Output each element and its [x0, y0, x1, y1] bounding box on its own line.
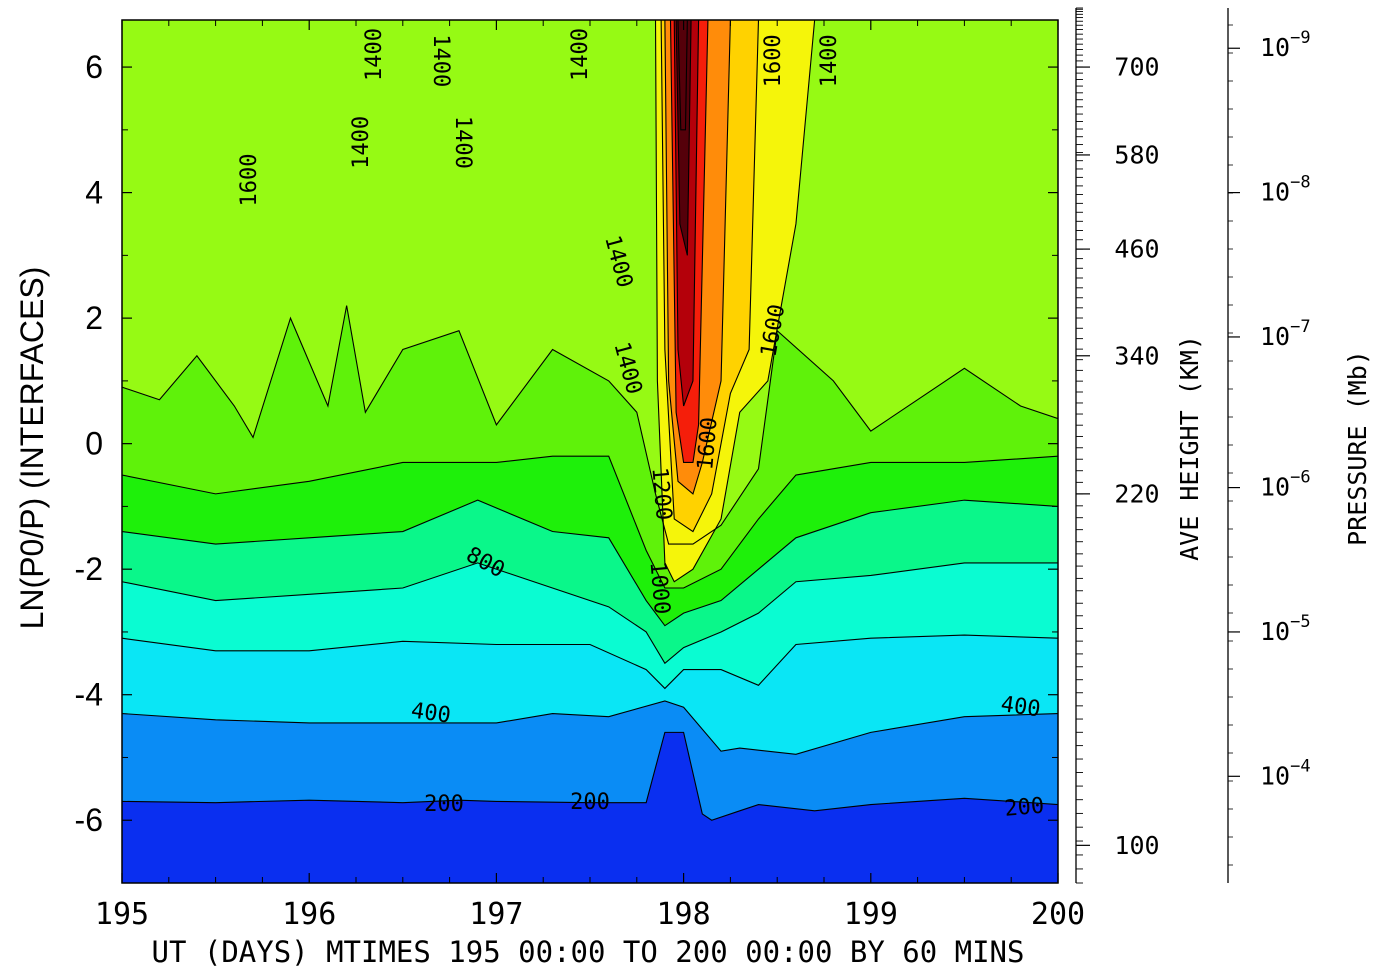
y-tick-label: 0 [85, 426, 103, 462]
contour-line-1000 [122, 499, 1058, 627]
contour-label: 200 [424, 792, 464, 817]
contour-label: 200 [570, 790, 610, 815]
contour-fills [122, 20, 1058, 883]
pressure-axis: 10−9 10−8 10−7 10−6 10−5 10−4 [1227, 8, 1311, 883]
contour-line-800 [122, 562, 1058, 665]
contour-label: 1000 [645, 561, 675, 616]
y-tick-label: -4 [75, 677, 103, 713]
x-tick-label: 196 [282, 897, 336, 932]
pressure-tick-label: 10−9 [1260, 28, 1311, 62]
y-tick-label: 4 [85, 175, 103, 211]
contour-line-1400 [122, 305, 1058, 545]
height-tick-label: 700 [1114, 53, 1159, 82]
contour-label: 400 [409, 698, 452, 728]
contour-label: 1600 [237, 154, 262, 207]
contour-label: 400 [999, 692, 1042, 722]
contour-line-2600 [675, 20, 692, 256]
contour-label: 1400 [450, 116, 475, 169]
x-axis-label: UT (DAYS) MTIMES 195 00:00 TO 200 00:00 … [152, 935, 1025, 969]
height-axis-label: AVE HEIGHT (KM) [1175, 335, 1204, 561]
pressure-tick-label: 10−5 [1260, 612, 1311, 646]
contour-band-1400 [122, 20, 1058, 545]
contour-label: 1400 [568, 28, 593, 81]
height-tick-label: 460 [1114, 235, 1159, 264]
height-tick-label: 580 [1114, 140, 1159, 169]
contour-label: 1400 [817, 34, 842, 87]
contour-line-2400 [673, 20, 700, 407]
x-tick-label: 195 [95, 897, 149, 932]
height-tick-label: 100 [1114, 831, 1159, 860]
x-tick-label: 198 [657, 897, 711, 932]
height-tick-label: 340 [1114, 341, 1159, 370]
y-tick-label: -6 [75, 802, 103, 838]
x-tick-label: 200 [1031, 897, 1085, 932]
x-axis: 195 196 197 198 199 200 [95, 20, 1085, 932]
contour-line-600 [122, 634, 1058, 690]
contour-line-2000 [664, 20, 731, 495]
y-axis: 6 4 2 0 -2 -4 -6 [75, 49, 1058, 884]
contour-label: 1400 [349, 116, 374, 169]
contour-label: 1600 [761, 34, 786, 87]
pressure-tick-label: 10−6 [1260, 468, 1311, 502]
contour-line-1200 [122, 455, 1058, 589]
pressure-tick-label: 10−7 [1260, 317, 1311, 351]
contour-line-2800 [677, 20, 688, 131]
contour-label: 1600 [693, 416, 723, 471]
y-tick-label: -2 [75, 551, 103, 587]
pressure-axis-label: PRESSURE (Mb) [1343, 350, 1372, 546]
contour-label: 1400 [428, 34, 453, 87]
y-tick-label: 6 [85, 49, 103, 85]
contour-line-200 [122, 731, 1058, 821]
contour-label: 200 [1003, 793, 1045, 821]
x-tick-label: 199 [844, 897, 898, 932]
y-tick-label: 2 [85, 300, 103, 336]
contour-label: 1200 [646, 466, 676, 521]
contour-line-1600 [654, 20, 816, 583]
x-tick-label: 197 [469, 897, 523, 932]
contour-label: 1400 [362, 28, 387, 81]
pressure-tick-label: 10−4 [1260, 756, 1311, 790]
pressure-tick-label: 10−8 [1260, 173, 1311, 207]
contour-line-2200 [669, 20, 709, 464]
contour-line-400 [122, 700, 1058, 755]
contour-lines [122, 20, 1058, 821]
height-axis: 700 580 460 340 220 100 [1075, 7, 1160, 884]
y-axis-label: LN(P0/P) (INTERFACES) [14, 267, 50, 630]
height-tick-label: 220 [1114, 479, 1159, 508]
contour-line-1800 [660, 20, 760, 533]
